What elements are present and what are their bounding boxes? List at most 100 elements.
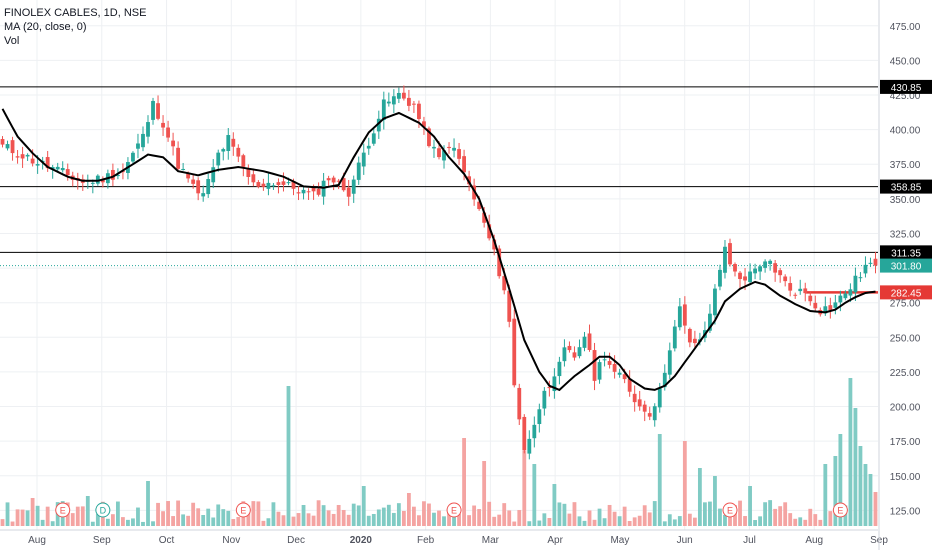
volume-bar [366, 515, 371, 526]
volume-bar [627, 521, 632, 526]
candle-body [316, 188, 321, 195]
volume-bar [121, 517, 125, 526]
candle-body [231, 138, 236, 147]
candle-body [833, 302, 838, 308]
candle-body [868, 262, 873, 264]
moving-average-line [1, 108, 876, 392]
volume-bar [697, 468, 702, 526]
candle-body [35, 164, 40, 166]
candle-body [331, 177, 336, 183]
candle-body [141, 133, 145, 148]
volume-bar [873, 492, 878, 526]
y-tick-label: 275.00 [890, 299, 921, 310]
candle-body [296, 192, 301, 194]
candle-body [271, 185, 276, 187]
level-label-bg [880, 79, 932, 94]
level-label-bg [880, 245, 932, 260]
candle-body [733, 264, 737, 272]
y-tick-label: 250.00 [890, 333, 921, 344]
y-tick-label: 425.00 [890, 91, 921, 102]
candle-body [336, 180, 341, 182]
candle-body [396, 92, 401, 99]
candle-body [286, 182, 291, 184]
candle-body [412, 103, 416, 105]
y-tick-label: 475.00 [890, 22, 921, 33]
candle-body [602, 359, 607, 361]
candle-body [562, 347, 567, 362]
candle-body [803, 288, 808, 294]
legend-ma[interactable]: MA (20, close, 0) [4, 21, 87, 33]
candle-body [161, 122, 165, 128]
candle-body [221, 149, 226, 152]
marker-label: E [727, 506, 733, 516]
candle-body [422, 121, 426, 127]
red-level-label-bg [880, 285, 932, 300]
volume-bar [437, 510, 441, 526]
x-tick-label: Nov [222, 535, 240, 546]
volume-bar [567, 513, 572, 526]
candle-body [522, 416, 527, 451]
candle-body [517, 387, 522, 420]
volume-bar [793, 518, 798, 526]
last-price-label-bg [880, 258, 932, 273]
candle-body [447, 146, 451, 149]
candle-body [547, 386, 552, 389]
candle-body [371, 133, 376, 144]
candle-body [241, 155, 246, 167]
candle-body [682, 304, 687, 326]
y-tick-label: 350.00 [890, 195, 921, 206]
candle-body [361, 152, 366, 167]
volume-bar [291, 516, 296, 526]
volume-bar [351, 503, 356, 526]
volume-bar [0, 519, 5, 526]
volume-bar [196, 508, 201, 526]
volume-bar [507, 510, 512, 526]
volume-bar [266, 518, 271, 526]
candle-body [281, 181, 286, 185]
candle-body [55, 166, 60, 170]
volume-bar [40, 519, 45, 526]
candle-body [472, 185, 477, 200]
candle-body [793, 294, 798, 296]
volume-bar [682, 441, 687, 526]
candle-body [301, 189, 306, 194]
volume-bar [75, 506, 80, 526]
candle-body [166, 127, 170, 138]
candle-body [582, 336, 587, 348]
volume-bar [206, 508, 211, 526]
candle-body [597, 362, 602, 380]
earnings-marker [55, 502, 71, 518]
candle-body [823, 306, 828, 314]
volume-bar [221, 509, 226, 526]
volume-bar [607, 504, 612, 526]
candle-body [502, 276, 507, 291]
volume-bar [728, 512, 732, 526]
volume-bar [477, 509, 482, 526]
volume-bar [361, 486, 366, 526]
x-tick-label: Mar [482, 535, 500, 546]
candle-body [261, 183, 266, 187]
candle-body [5, 144, 10, 149]
volume-bar [141, 521, 145, 526]
candle-body [15, 156, 20, 158]
dividend-marker [95, 502, 111, 518]
ma-layer [1, 108, 876, 392]
candle-body [778, 270, 783, 276]
candle-body [311, 187, 316, 192]
legend-symbol[interactable]: FINOLEX CABLES, 1D, NSE [4, 7, 147, 19]
candle-body [738, 272, 742, 279]
candle-body [647, 413, 652, 417]
volume-bar [492, 516, 497, 526]
candle-body [753, 268, 757, 274]
x-tick-label: May [610, 535, 629, 546]
candle-body [391, 96, 396, 105]
volume-bar [447, 508, 451, 526]
candle-body [346, 187, 351, 197]
volume-bar [25, 510, 30, 526]
volume-bar [632, 517, 637, 526]
candle-body [542, 390, 547, 409]
y-tick-label: 225.00 [890, 368, 921, 379]
legend-volume[interactable]: Vol [4, 35, 20, 47]
